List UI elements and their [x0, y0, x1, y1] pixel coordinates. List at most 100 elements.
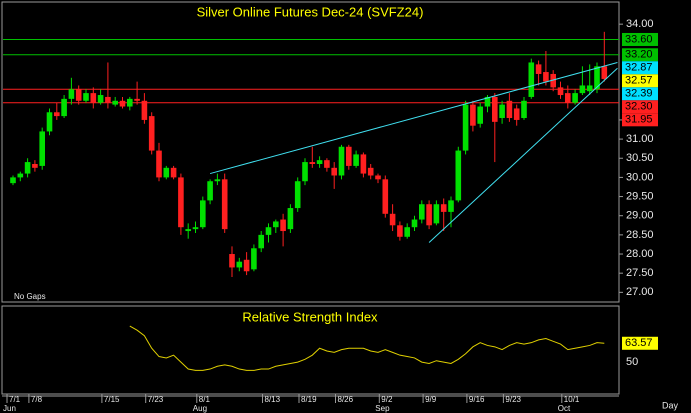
candle-body	[10, 177, 16, 184]
price-marker-label: 33.20	[625, 49, 653, 61]
candle-body	[17, 173, 24, 178]
candle-body	[521, 100, 527, 119]
candle-body	[294, 181, 301, 209]
price-marker-label: 32.30	[625, 101, 653, 113]
candle-body	[484, 96, 491, 107]
candle-body	[492, 96, 498, 122]
chart-title: Silver Online Futures Dec-24 (SVFZ24)	[197, 4, 424, 19]
y-tick-label: 30.50	[626, 152, 654, 164]
candle-body	[178, 177, 184, 228]
candle-body	[90, 93, 97, 103]
candle-body	[32, 163, 38, 168]
price-marker	[622, 113, 658, 127]
candle-body	[83, 93, 89, 101]
candle-body	[346, 146, 352, 166]
x-tick-label: 8/1	[199, 395, 211, 404]
candle-body	[411, 219, 418, 228]
y-tick-label: 29.00	[626, 210, 654, 222]
candle-body	[46, 112, 53, 132]
price-marker	[622, 32, 658, 46]
candle-body	[455, 150, 462, 201]
candle-body	[236, 261, 243, 268]
indicator-tick-label: 50	[626, 356, 638, 368]
candle-body	[258, 234, 264, 249]
candle-body	[375, 175, 381, 180]
price-marker	[622, 74, 658, 88]
price-marker-label: 31.95	[625, 114, 653, 126]
price-marker	[622, 100, 658, 114]
candle-body	[229, 254, 235, 268]
candle-body	[404, 227, 410, 237]
candle-body	[470, 104, 476, 126]
x-tick-label: 8/19	[301, 395, 317, 404]
candle-body	[389, 213, 396, 226]
candle-body	[353, 154, 359, 166]
candle-body	[579, 85, 586, 94]
candle-body	[309, 162, 316, 164]
indicator-title: Relative Strength Index	[242, 309, 378, 324]
y-tick-label: 31.00	[626, 133, 654, 145]
candle-body	[112, 100, 118, 105]
candle-body	[448, 200, 454, 212]
candle-body	[316, 160, 323, 164]
candle-body	[302, 162, 308, 182]
x-tick-label: 7/1	[9, 395, 21, 404]
candle-body	[119, 100, 126, 107]
candle-body	[499, 104, 505, 119]
candle-body	[170, 167, 177, 178]
candle-body	[280, 219, 286, 232]
trendline	[209, 61, 618, 175]
y-tick-label: 34.00	[626, 18, 654, 30]
candle-body	[75, 89, 82, 101]
candle-body	[134, 98, 140, 101]
candle-body	[360, 154, 367, 174]
x-tick-label: 9/9	[425, 395, 437, 404]
y-tick-label: 27.00	[626, 286, 654, 298]
candle-body	[24, 162, 31, 174]
candle-body	[550, 73, 556, 88]
interval: Day	[662, 400, 679, 410]
candle-body	[426, 204, 432, 226]
candle-body	[185, 229, 191, 232]
candle-body	[324, 160, 330, 168]
y-tick-label: 29.50	[626, 190, 654, 202]
price-marker-label: 32.87	[625, 62, 653, 74]
candle-body	[156, 150, 162, 178]
price-marker-label: 32.57	[625, 75, 653, 87]
candle-body	[243, 259, 250, 272]
candle-body	[54, 112, 60, 117]
candle-body	[127, 98, 133, 107]
indicator-panel	[1, 305, 620, 395]
candle-body	[251, 248, 257, 270]
candle-body	[367, 167, 374, 176]
candle-body	[440, 204, 447, 212]
candle-body	[163, 167, 170, 178]
price-marker-label: 33.60	[625, 33, 653, 45]
candle-body	[594, 66, 600, 90]
candle-body	[462, 104, 469, 151]
x-tick-label: 9/23	[505, 395, 521, 404]
candle-body	[105, 96, 111, 103]
price-marker	[622, 48, 658, 62]
y-tick-label: 28.00	[626, 248, 654, 260]
candle-body	[477, 106, 483, 124]
month-label: Aug	[193, 404, 207, 413]
candle-body	[419, 204, 425, 220]
price-marker	[622, 87, 658, 101]
candle-body	[506, 100, 513, 119]
candle-body	[273, 221, 279, 228]
trendline	[428, 67, 618, 243]
price-panel	[1, 1, 620, 303]
month-label: Sep	[375, 404, 390, 413]
candle-body	[221, 179, 228, 230]
candle-body	[543, 72, 549, 82]
candle-body	[338, 146, 345, 176]
price-marker-label: 32.39	[625, 88, 653, 100]
candle-body	[97, 95, 104, 103]
candle-body	[528, 62, 535, 97]
x-tick-label: 9/16	[469, 395, 485, 404]
candle-body	[601, 66, 608, 79]
x-tick-label: 7/8	[31, 395, 43, 404]
x-tick-label: 8/13	[265, 395, 281, 404]
